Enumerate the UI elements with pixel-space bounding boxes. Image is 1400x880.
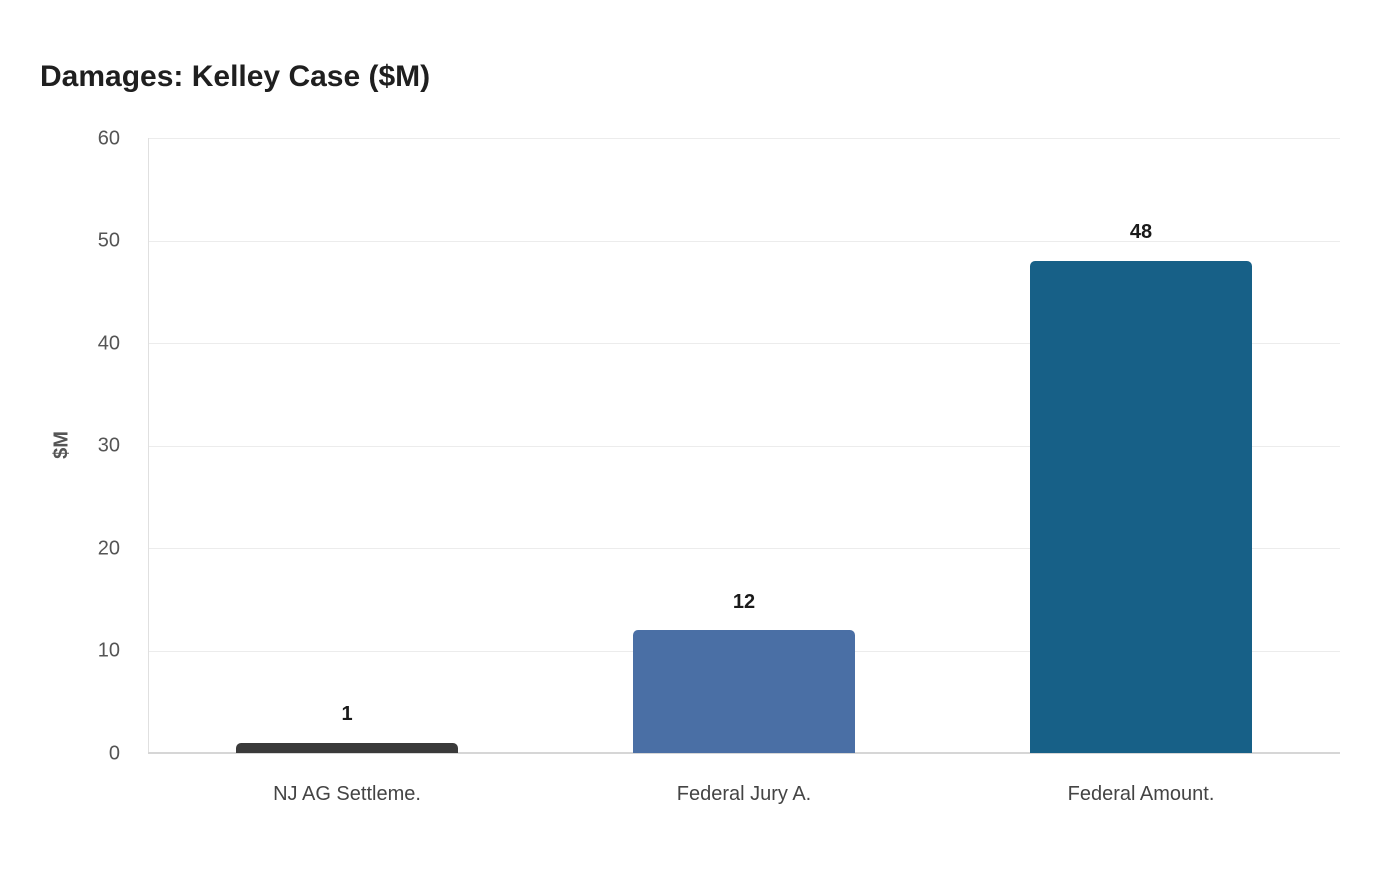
data-label: 1: [341, 703, 353, 725]
y-tick-label: 0: [108, 742, 120, 765]
plot-area: 1 12 48: [148, 138, 1340, 754]
gridline: [148, 548, 1340, 549]
x-axis-line: [148, 752, 1340, 754]
x-tick-label: NJ AG Settleme.: [273, 783, 421, 805]
y-tick-label: 40: [97, 332, 120, 355]
bar-nj-ag-settlement: [236, 743, 458, 753]
y-tick-label: 10: [97, 639, 120, 662]
x-tick-label: Federal Jury A.: [676, 783, 812, 805]
y-tick-label: 20: [97, 537, 120, 560]
y-tick-label: 50: [97, 229, 120, 252]
y-axis-line: [148, 138, 149, 753]
data-label: 48: [1129, 221, 1153, 243]
x-tick-label: Federal Amount.: [1067, 783, 1215, 805]
bar-federal-jury-award: [633, 630, 855, 753]
bar-federal-amount: [1030, 261, 1252, 753]
gridline: [148, 343, 1340, 344]
data-label: 12: [732, 591, 756, 613]
gridline: [148, 240, 1340, 242]
gridline: [148, 138, 1340, 139]
y-tick-label: 30: [97, 434, 120, 457]
chart-title: Damages: Kelley Case ($M): [40, 60, 431, 93]
y-tick-label: 60: [97, 127, 120, 150]
gridline: [148, 445, 1340, 447]
